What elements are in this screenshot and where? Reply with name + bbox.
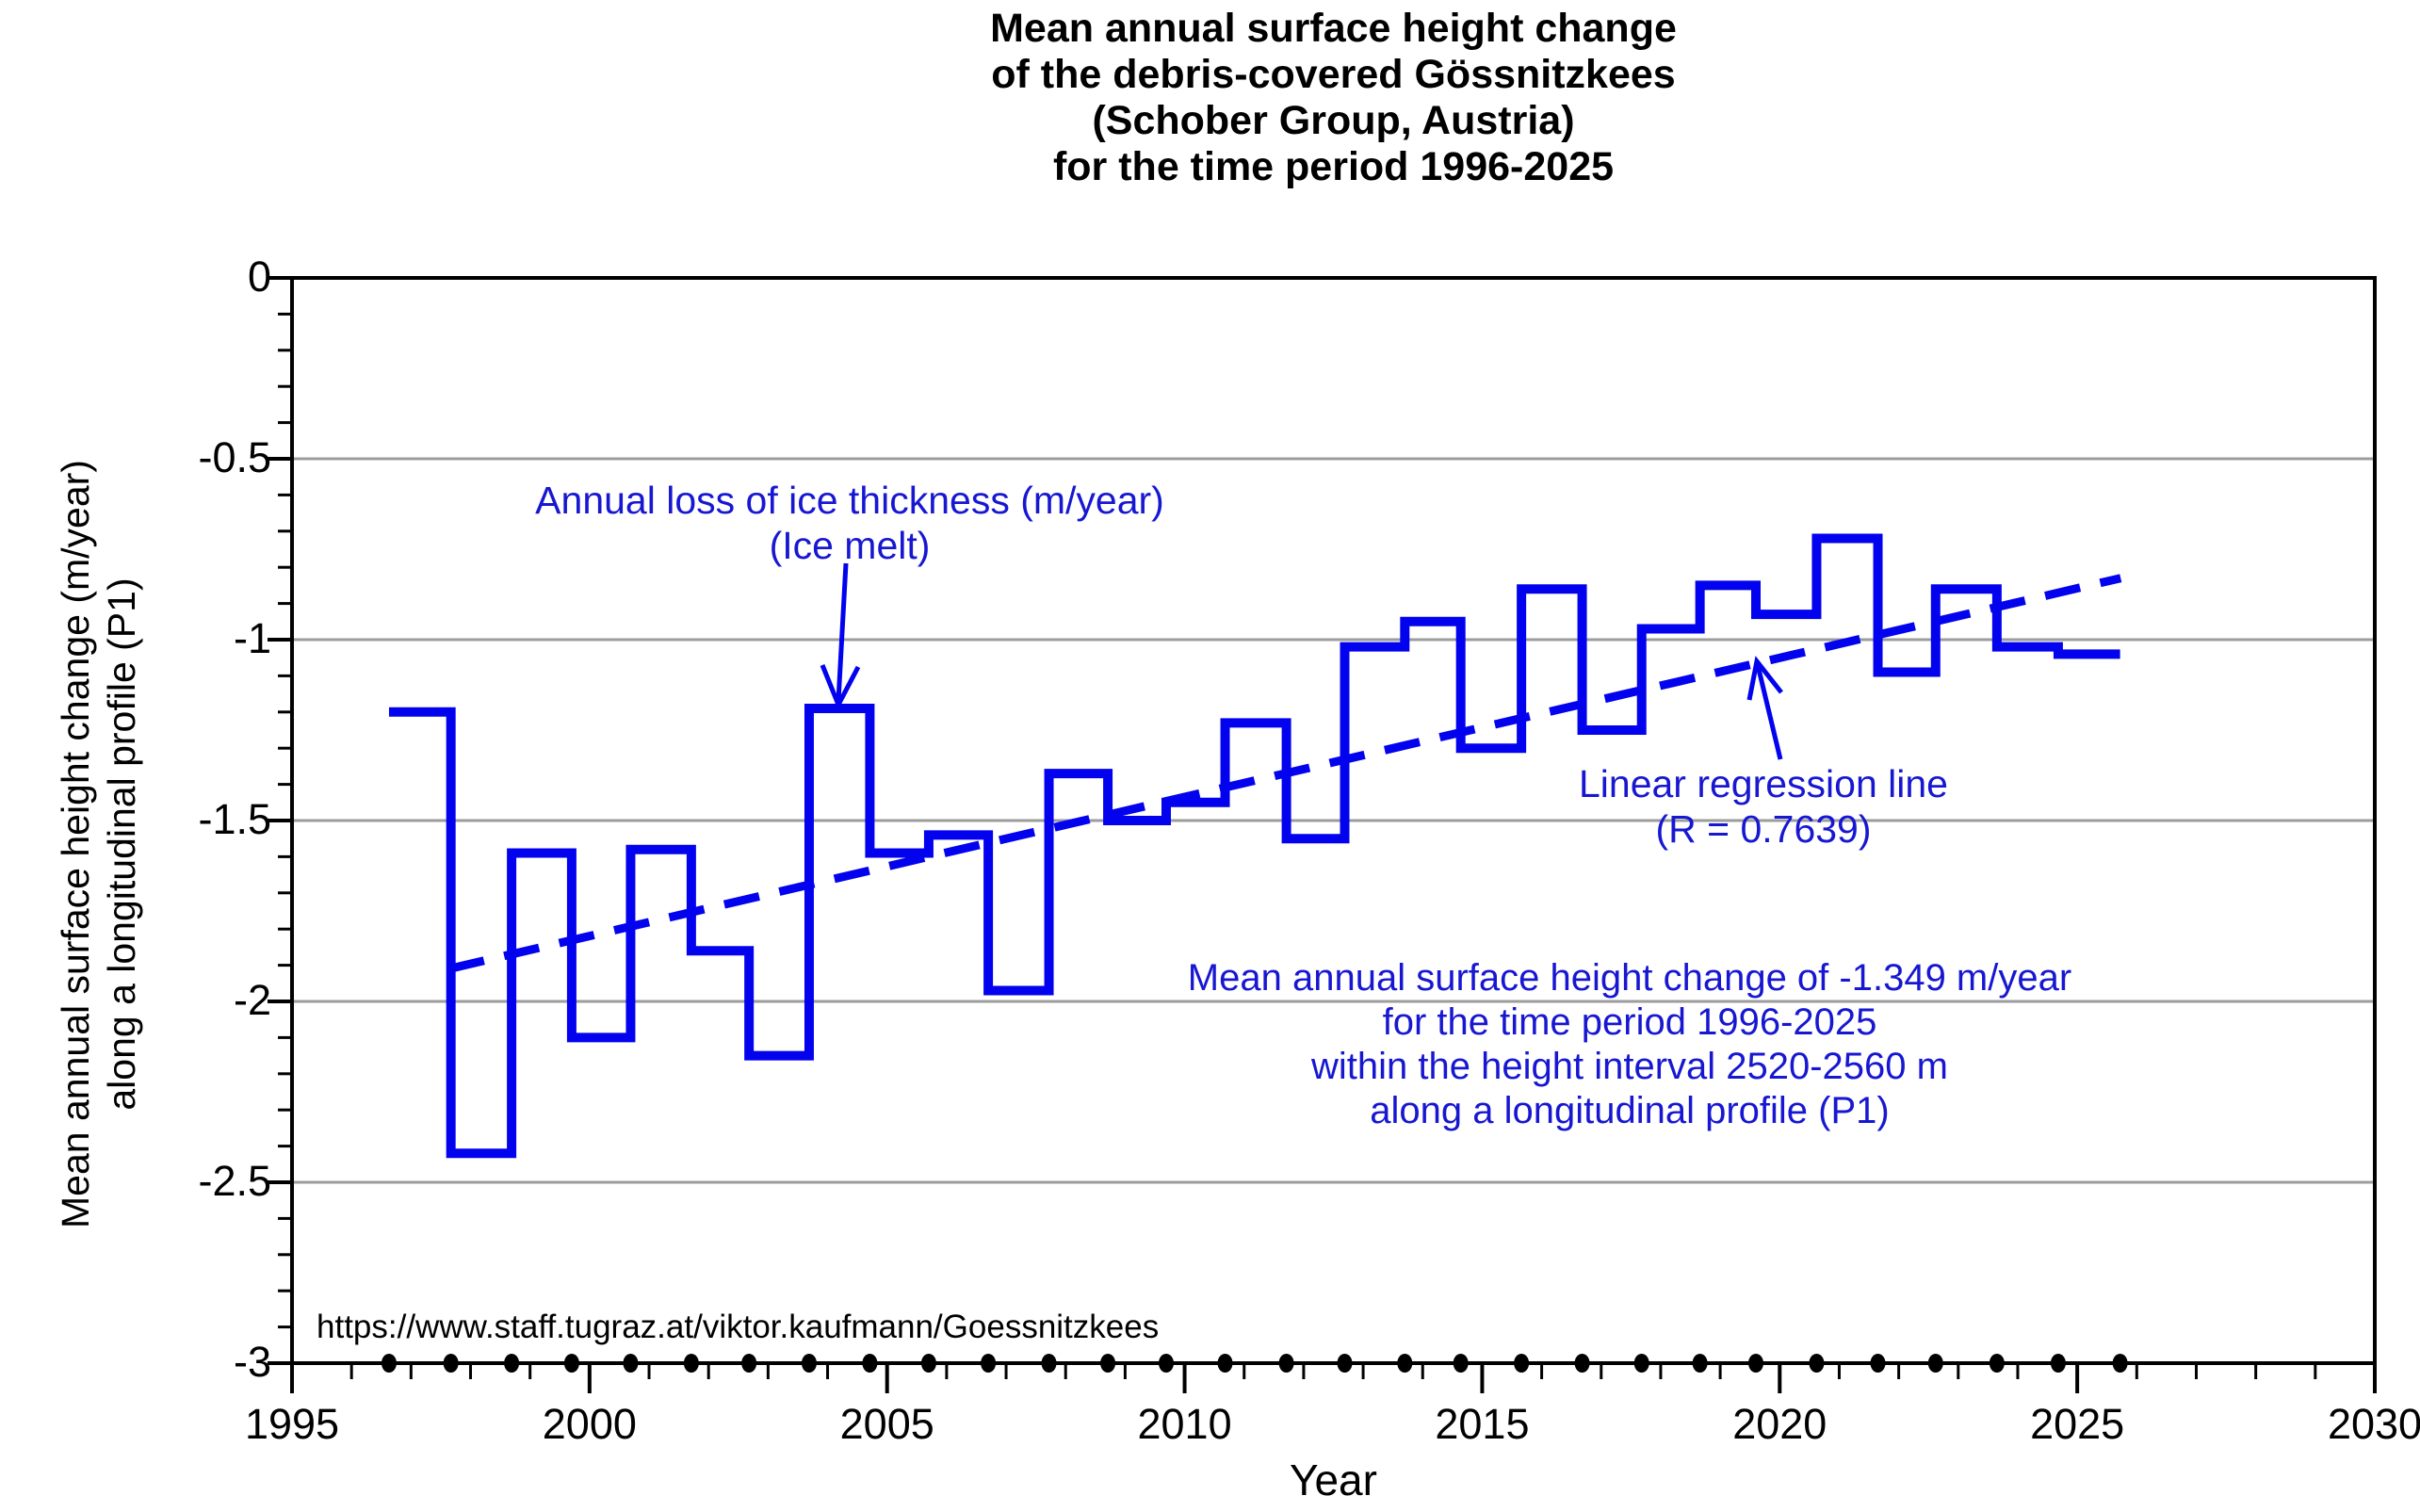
ice-loss-arrowhead bbox=[820, 664, 861, 710]
measurement-date-marker bbox=[443, 1354, 459, 1373]
x-tick-label: 2000 bbox=[542, 1400, 637, 1448]
measurement-date-marker bbox=[1514, 1354, 1530, 1373]
y-tick-label: -2.5 bbox=[198, 1157, 271, 1205]
measurement-date-marker bbox=[1692, 1354, 1708, 1373]
measurement-date-marker bbox=[1041, 1354, 1057, 1373]
measurement-date-marker bbox=[741, 1354, 757, 1373]
measurement-date-marker bbox=[801, 1354, 817, 1373]
measurement-date-marker bbox=[862, 1354, 878, 1373]
y-tick-label: -0.5 bbox=[198, 433, 271, 481]
chart-title-line4: for the time period 1996-2025 bbox=[1052, 144, 1615, 189]
measurement-date-marker bbox=[2112, 1354, 2128, 1373]
measurement-date-marker bbox=[623, 1354, 639, 1373]
x-tick-label: 2020 bbox=[1732, 1400, 1827, 1448]
x-tick-label: 2010 bbox=[1137, 1400, 1232, 1448]
x-axis-title: Year bbox=[1290, 1455, 1377, 1504]
measurement-date-marker bbox=[1748, 1354, 1764, 1373]
measurement-date-marker bbox=[1158, 1354, 1174, 1373]
ice-loss-arrow bbox=[836, 562, 849, 702]
annotation-mean-change: Mean annual surface height change of -1.… bbox=[970, 956, 2289, 1133]
annotation-ice-loss-line2: (Ice melt) bbox=[769, 524, 931, 567]
plot-border bbox=[290, 276, 2377, 1365]
measurement-date-marker bbox=[1397, 1354, 1413, 1373]
measurement-date-marker bbox=[920, 1354, 936, 1373]
measurement-date-marker bbox=[1633, 1354, 1649, 1373]
measurement-date-marker bbox=[1278, 1354, 1294, 1373]
measurement-date-marker bbox=[1337, 1354, 1353, 1373]
measurement-date-marker bbox=[1870, 1354, 1886, 1373]
annotation-regression-line1: Linear regression line bbox=[1578, 762, 1948, 805]
measurement-date-marker bbox=[1989, 1354, 2005, 1373]
measurement-date-marker bbox=[683, 1354, 699, 1373]
measurement-date-marker bbox=[1217, 1354, 1233, 1373]
measurement-date-marker bbox=[563, 1354, 579, 1373]
regression-arrow bbox=[1754, 660, 1783, 760]
y-tick-label: -1.5 bbox=[198, 795, 271, 843]
annotation-regression-line2: (R = 0.7639) bbox=[1655, 807, 1872, 851]
measurement-date-marker bbox=[504, 1354, 520, 1373]
measurement-date-marker bbox=[1809, 1354, 1825, 1373]
step-line-series bbox=[388, 533, 2120, 1159]
measurement-date-marker bbox=[381, 1354, 397, 1373]
annotation-regression: Linear regression line (R = 0.7639) bbox=[1387, 761, 2140, 852]
annotation-mean-change-line3: within the height interval 2520-2560 m bbox=[1311, 1046, 1948, 1087]
measurement-date-marker bbox=[1100, 1354, 1116, 1373]
measurement-date-marker bbox=[1453, 1354, 1469, 1373]
source-url-text: https://www.staff.tugraz.at/viktor.kaufm… bbox=[317, 1309, 1160, 1345]
annotation-mean-change-line2: for the time period 1996-2025 bbox=[1382, 1001, 1877, 1043]
measurement-date-marker bbox=[1927, 1354, 1943, 1373]
x-tick-label: 2015 bbox=[1435, 1400, 1530, 1448]
annotation-ice-loss: Annual loss of ice thickness (m/year) (I… bbox=[284, 478, 1415, 568]
y-tick-label: -1 bbox=[233, 614, 271, 662]
measurement-date-marker bbox=[2050, 1354, 2066, 1373]
chart-title-line2: of the debris-covered Gössnitzkees bbox=[991, 52, 1676, 97]
chart-title-line1: Mean annual surface height change bbox=[990, 6, 1677, 51]
y-tick-label: -3 bbox=[233, 1338, 271, 1386]
x-tick-label: 2030 bbox=[2327, 1400, 2420, 1448]
annotation-mean-change-line1: Mean annual surface height change of -1.… bbox=[1187, 957, 2072, 999]
y-tick-label: 0 bbox=[247, 252, 271, 301]
x-tick-label: 2005 bbox=[839, 1400, 934, 1448]
y-tick-label: -2 bbox=[233, 976, 271, 1024]
measurement-date-marker bbox=[1574, 1354, 1590, 1373]
annotation-mean-change-line4: along a longitudinal profile (P1) bbox=[1370, 1090, 1890, 1131]
measurement-date-marker bbox=[981, 1354, 997, 1373]
x-tick-label: 2025 bbox=[2030, 1400, 2125, 1448]
chart-title-line3: (Schober Group, Austria) bbox=[1092, 98, 1575, 143]
chart-title: Mean annual surface height change of the… bbox=[290, 6, 2377, 190]
regression-arrowhead bbox=[1746, 656, 1783, 701]
annotation-ice-loss-line1: Annual loss of ice thickness (m/year) bbox=[535, 479, 1164, 522]
x-tick-label: 1995 bbox=[244, 1400, 340, 1448]
